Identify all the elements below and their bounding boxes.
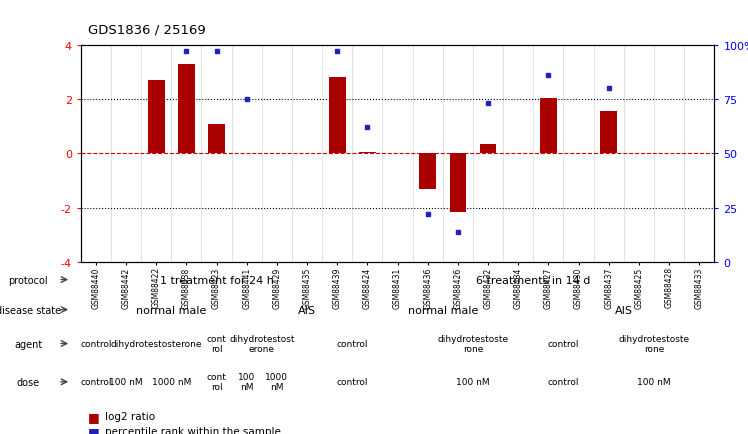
Text: dose: dose: [16, 377, 40, 387]
Bar: [479, 145, 497, 154]
Text: 100
nM: 100 nM: [238, 372, 255, 391]
Bar: [359, 153, 375, 154]
Text: dihydrotestoste
rone: dihydrotestoste rone: [619, 334, 690, 353]
Text: GDS1836 / 25169: GDS1836 / 25169: [88, 24, 206, 37]
Text: 1000
nM: 1000 nM: [266, 372, 289, 391]
Text: 100 nM: 100 nM: [637, 378, 671, 386]
Bar: [420, 154, 436, 189]
Text: dihydrotestost
erone: dihydrotestost erone: [229, 334, 295, 353]
Bar: [178, 65, 194, 154]
Text: percentile rank within the sample: percentile rank within the sample: [105, 427, 280, 434]
Text: 100 nM: 100 nM: [109, 378, 143, 386]
Text: agent: agent: [14, 339, 43, 349]
Bar: [450, 154, 466, 212]
Text: 100 nM: 100 nM: [456, 378, 490, 386]
Bar: [601, 112, 617, 154]
Text: control: control: [337, 378, 368, 386]
Text: protocol: protocol: [8, 275, 48, 285]
Text: log2 ratio: log2 ratio: [105, 411, 155, 421]
Bar: [208, 124, 225, 154]
Text: control: control: [337, 339, 368, 348]
Text: control: control: [80, 339, 111, 348]
Bar: [540, 99, 557, 154]
Text: normal male: normal male: [136, 305, 206, 315]
Text: ■: ■: [88, 410, 100, 423]
Text: cont
rol: cont rol: [206, 372, 227, 391]
Text: AIS: AIS: [298, 305, 316, 315]
Text: normal male: normal male: [408, 305, 478, 315]
Bar: [148, 81, 165, 154]
Text: control: control: [548, 378, 579, 386]
Bar: [329, 78, 346, 154]
Text: cont
rol: cont rol: [206, 334, 227, 353]
Text: dihydrotestoste
rone: dihydrotestoste rone: [438, 334, 509, 353]
Text: control: control: [80, 378, 111, 386]
Text: ■: ■: [88, 425, 100, 434]
Text: 1000 nM: 1000 nM: [152, 378, 191, 386]
Text: dihydrotestosterone: dihydrotestosterone: [111, 339, 202, 348]
Text: 1 treatment for 24 h: 1 treatment for 24 h: [159, 275, 274, 285]
Text: 6 treatments in 14 d: 6 treatments in 14 d: [476, 275, 590, 285]
Text: AIS: AIS: [615, 305, 633, 315]
Text: control: control: [548, 339, 579, 348]
Text: disease state: disease state: [0, 305, 61, 315]
